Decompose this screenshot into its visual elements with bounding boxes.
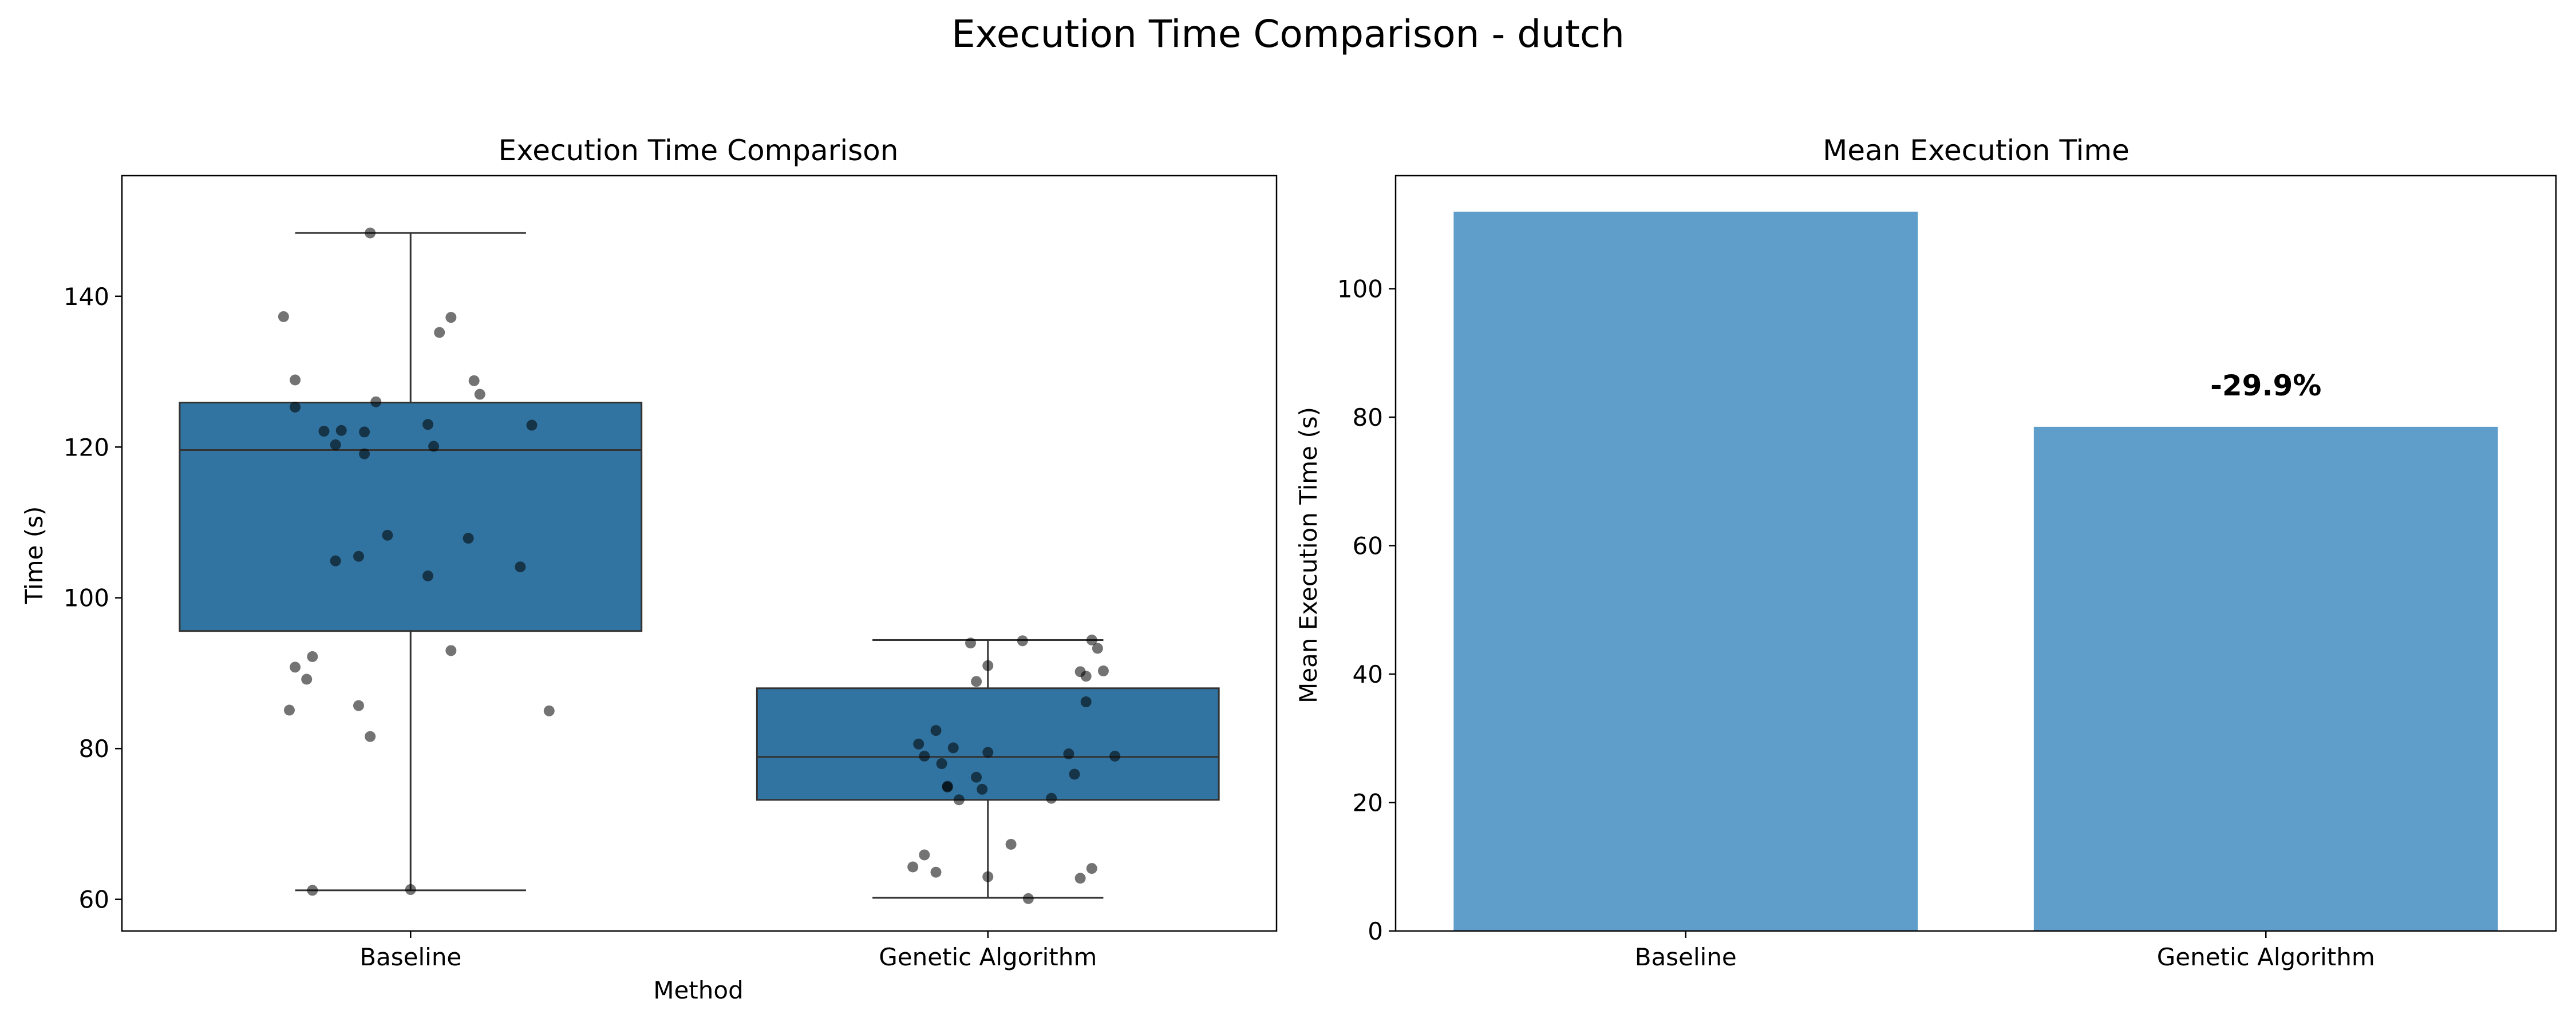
data-point [359,448,370,459]
data-point [942,781,953,792]
data-point [953,794,965,806]
data-point [1022,893,1034,904]
data-point [936,758,947,770]
bar-axes-frame [1394,175,2557,932]
data-point [919,849,930,861]
bar-y-axis-label: Mean Execution Time (s) [1294,407,1322,703]
data-point [330,439,341,450]
data-point [1074,873,1086,884]
figure-suptitle: Execution Time Comparison - dutch [951,12,1625,56]
boxplot-x-axis-label: Method [653,976,744,1004]
y-tick-label: 100 [1337,275,1383,303]
data-point [971,676,982,687]
y-tick-label: 0 [1368,917,1383,945]
boxplot-y-axis-label: Time (s) [20,506,48,605]
bar-chart-title: Mean Execution Time [1823,134,2129,167]
data-point [982,660,994,671]
data-point [971,771,982,783]
x-tick-label: Genetic Algorithm [879,943,1097,971]
data-point [982,747,994,758]
data-point [370,396,382,407]
data-point [330,555,341,566]
data-point [907,861,919,873]
data-point [1092,643,1103,654]
data-point [1080,696,1092,708]
y-tick-label: 80 [79,735,109,763]
data-point [930,725,942,736]
y-tick-label: 120 [64,433,109,461]
x-tick-label: Baseline [359,943,461,971]
data-point [1080,671,1092,682]
data-point [353,550,364,562]
y-tick-label: 140 [64,283,109,311]
data-point [353,700,364,711]
data-point [307,651,318,662]
data-point [434,327,445,338]
data-point [290,374,301,386]
y-tick-label: 20 [1353,789,1383,817]
data-point [1097,665,1109,677]
data-point [1069,768,1080,780]
data-point [290,401,301,413]
data-point [382,529,393,541]
data-point [278,311,289,322]
data-point [515,561,526,573]
data-point [474,389,485,400]
data-point [283,704,295,716]
data-point [445,312,457,323]
boxplot-plot-area: 60 80 100 120 140 Baseline Genetic Algorithm [64,175,1278,971]
x-tick-label: Baseline [1635,943,1737,971]
data-point [468,375,480,386]
x-tick-label: Genetic Algorithm [2157,943,2375,971]
data-point [965,637,976,649]
y-tick-label: 60 [1353,532,1383,560]
data-point [445,645,457,656]
data-point [919,750,930,762]
data-point [947,742,959,754]
data-point [318,426,330,437]
boxplot-panel: Execution Time Comparison 60 80 100 120 140 B… [20,134,1278,1004]
data-point [1005,839,1017,850]
data-point [526,419,538,431]
data-point [930,866,942,878]
data-point [290,661,301,673]
data-point [405,884,416,896]
data-point [1063,748,1074,759]
data-point [1086,634,1097,645]
data-point [307,885,318,896]
data-point [428,441,440,452]
data-point [1109,750,1121,762]
bar [2033,426,2498,931]
boxplot-title: Execution Time Comparison [499,134,899,167]
data-point [422,419,434,430]
data-point [1017,635,1028,647]
y-tick-label: 60 [79,886,109,914]
data-point [1086,863,1097,874]
bar-panel: Mean Execution Time -29.9% 0 20 40 60 80 100 Ba… [1294,134,2557,971]
data-point [982,871,994,882]
data-point [422,571,434,582]
data-point [365,227,376,239]
bar-plot-area: -29.9% 0 20 40 60 80 100 Baseline Genetic Algori… [1337,175,2557,971]
data-point [977,783,988,795]
data-point [913,738,924,750]
y-tick-label: 80 [1353,403,1383,431]
bar-annotation: -29.9% [2210,369,2321,402]
y-tick-label: 100 [64,584,109,612]
data-point [543,705,555,716]
data-point [359,426,370,438]
box-iqr [179,402,643,632]
y-tick-label: 40 [1353,660,1383,688]
data-point [365,731,376,742]
data-point [1046,793,1057,804]
data-point [335,425,347,436]
box-iqr [756,687,1220,801]
data-point [463,533,474,544]
data-point [301,674,313,685]
bar [1453,211,1918,931]
boxplot-axes-frame [121,175,1278,932]
